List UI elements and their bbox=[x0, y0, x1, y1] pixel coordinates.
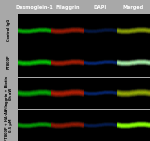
Text: FT800P + HA-Ab
0.5 µM: FT800P + HA-Ab 0.5 µM bbox=[5, 109, 13, 141]
Text: Filaggrin + Biotin
0h aW: Filaggrin + Biotin 0h aW bbox=[5, 76, 13, 110]
Text: Filaggrin: Filaggrin bbox=[55, 5, 80, 10]
Text: Merged: Merged bbox=[123, 5, 144, 10]
Text: DAPI: DAPI bbox=[94, 5, 107, 10]
Text: Desmoglein-1: Desmoglein-1 bbox=[16, 5, 53, 10]
Text: Control IgG: Control IgG bbox=[7, 19, 11, 41]
Text: FT800P: FT800P bbox=[7, 54, 11, 69]
